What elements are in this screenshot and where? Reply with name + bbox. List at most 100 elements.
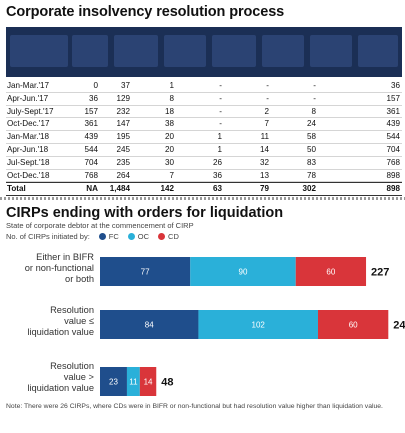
table-cell: 2 xyxy=(264,106,269,116)
table-cell: 18 xyxy=(164,106,174,116)
category-label-res-gt-liq: Resolution value > liquidation value xyxy=(10,361,94,394)
table-header-column-1 xyxy=(72,35,108,67)
table-cell: - xyxy=(219,106,222,116)
table-cell: 157 xyxy=(386,93,400,103)
category-label-res-le-liq: Resolution value ≤ liquidation value xyxy=(10,305,94,338)
table-cell: 14 xyxy=(259,144,269,154)
table-header-column-4 xyxy=(212,35,256,67)
table-cell: 30 xyxy=(164,157,174,167)
chart-footnote: Note: There were 26 CIRPs, where CDs wer… xyxy=(6,403,383,410)
bar-value-label: 11 xyxy=(129,378,138,387)
legend-label-oc: OC xyxy=(137,232,150,241)
row-label: Oct-Dec.'18 xyxy=(7,170,50,180)
table-cell: 245 xyxy=(116,144,130,154)
bar-oc-1 xyxy=(198,310,318,339)
table-row: Apr-Jun.'18 544 245 20 1 14 50 704 xyxy=(6,144,402,157)
legend-item-oc: OC xyxy=(127,232,150,241)
cirp-table-body: Jan-Mar.'17 0 37 1 - - - 36 Apr-Jun.'17 36 129 8 - - -… xyxy=(6,80,402,197)
table-cell: 147 xyxy=(116,119,130,129)
table-cell: 7 xyxy=(169,170,174,180)
table-title: Corporate insolvency resolution process xyxy=(6,4,285,20)
table-cell: 439 xyxy=(84,132,98,142)
legend-label-cd: CD xyxy=(168,232,179,241)
legend-title: No. of CIRPs initiated by: xyxy=(6,232,90,241)
table-row: Jul-Sept.'18 704 235 30 26 32 83 768 xyxy=(6,157,402,170)
table-cell: 302 xyxy=(302,184,316,194)
bar-total-label: 246 xyxy=(393,320,405,332)
bar-total-label: 227 xyxy=(371,267,389,279)
table-cell: 20 xyxy=(164,144,174,154)
table-cell: 24 xyxy=(306,119,316,129)
table-cell: 232 xyxy=(116,106,130,116)
table-cell: 32 xyxy=(259,157,269,167)
table-cell: 13 xyxy=(259,170,269,180)
table-cell: 704 xyxy=(386,144,400,154)
bar-fc-0 xyxy=(100,257,191,286)
table-cell: 11 xyxy=(260,132,269,142)
table-cell: - xyxy=(313,93,316,103)
table-cell: 264 xyxy=(116,170,130,180)
table-cell: 361 xyxy=(84,119,98,129)
legend-item-cd: CD xyxy=(158,232,179,241)
category-label-line: Either in BIFR xyxy=(36,252,94,262)
category-label-line: or non-functional xyxy=(24,263,94,273)
table-header-column-2 xyxy=(114,35,158,67)
table-cell: 8 xyxy=(311,106,316,116)
bar-value-label: 23 xyxy=(109,378,118,387)
table-cell: - xyxy=(219,119,222,129)
table-cell: 544 xyxy=(386,132,400,142)
table-cell: 157 xyxy=(84,106,98,116)
table-cell: 20 xyxy=(164,132,174,142)
row-label: Apr-Jun.'18 xyxy=(7,144,49,154)
chart-title: CIRPs ending with orders for liquidation xyxy=(6,205,284,221)
row-label: Jul-Sept.'18 xyxy=(7,157,50,167)
category-label-line: Resolution xyxy=(50,361,94,371)
table-cell: 8 xyxy=(169,93,174,103)
table-cell: NA xyxy=(86,184,98,194)
bar-cd-1 xyxy=(317,310,389,339)
table-cell: 768 xyxy=(84,170,98,180)
category-label-line: Resolution xyxy=(50,305,94,315)
bar-value-label: 84 xyxy=(145,321,154,330)
bar-value-label: 14 xyxy=(144,378,153,387)
table-cell: - xyxy=(266,81,269,90)
bar-cd-0 xyxy=(295,257,367,286)
bar-oc-2 xyxy=(126,367,140,396)
legend-label-fc: FC xyxy=(108,232,119,241)
bar-value-label: 90 xyxy=(239,268,248,277)
bar-value-label: 60 xyxy=(326,268,335,277)
table-total-row: Total NA 1,484 142 63 79 302 898 xyxy=(6,182,402,197)
table-row: Oct-Dec.'17 361 147 38 - 7 24 439 xyxy=(6,118,402,132)
table-cell: 142 xyxy=(160,184,174,194)
legend-swatch-cd xyxy=(158,233,166,240)
category-label-line: liquidation value xyxy=(27,327,94,337)
table-header-column-3 xyxy=(164,35,206,67)
bar-value-label: 102 xyxy=(252,321,266,330)
table-cell: 78 xyxy=(306,170,316,180)
chart-subtitle: State of corporate debtor at the commenc… xyxy=(6,221,194,230)
table-cell: 58 xyxy=(306,132,316,142)
table-cell: 38 xyxy=(164,119,174,129)
table-cell: 768 xyxy=(386,157,400,167)
table-cell: 37 xyxy=(120,81,130,90)
legend-swatch-fc xyxy=(98,233,106,240)
category-label-line: value > xyxy=(63,372,94,382)
table-header-column-7 xyxy=(358,35,398,67)
row-label: Jan-Mar.'17 xyxy=(7,81,50,90)
table-row: Apr-Jun.'17 36 129 8 - - - 157 xyxy=(6,93,402,106)
table-cell: 79 xyxy=(259,184,269,194)
table-row: July-Sept.'17 157 232 18 - 2 8 361 xyxy=(6,106,402,119)
table-cell: 1 xyxy=(217,132,222,142)
legend-item-fc: FC xyxy=(98,232,119,241)
table-cell: 1 xyxy=(217,144,222,154)
table-cell: 704 xyxy=(84,157,98,167)
bar-cd-2 xyxy=(139,367,157,396)
table-row: Oct-Dec.'18 768 264 7 36 13 78 898 xyxy=(6,170,402,183)
table-cell: - xyxy=(219,81,222,90)
table-cell: 1,484 xyxy=(109,184,130,194)
table-header xyxy=(6,27,402,77)
legend-swatch-oc xyxy=(127,233,135,240)
table-cell: 36 xyxy=(88,93,98,103)
table-cell: 7 xyxy=(264,119,269,129)
